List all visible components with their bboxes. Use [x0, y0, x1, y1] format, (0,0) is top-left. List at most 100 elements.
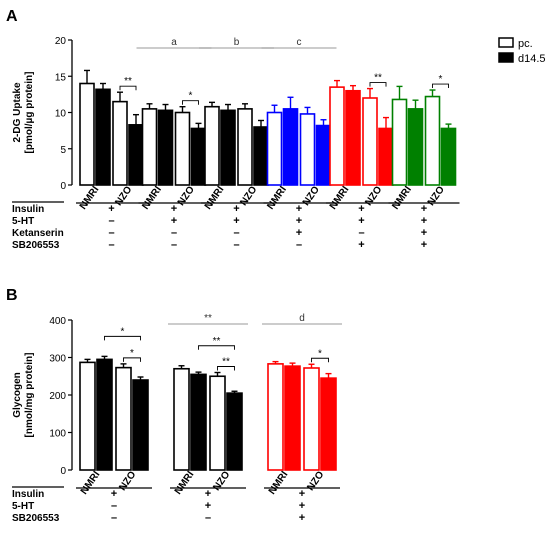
category-label: NZO [176, 184, 197, 208]
bar-d14 [95, 88, 111, 186]
y-tick-label: 10 [55, 109, 67, 120]
treatment-value: + [421, 239, 427, 251]
sig-label: ** [213, 336, 221, 347]
legend: pc. d14.5 [498, 37, 546, 65]
treatment-value: – [108, 227, 114, 239]
sig-bracket-cross [198, 345, 235, 350]
bar-d14 [378, 127, 394, 186]
sig-label: * [121, 326, 125, 337]
y-tick-label: 5 [60, 145, 66, 156]
treatment-value: – [108, 215, 114, 227]
sig-label: * [318, 348, 322, 359]
category-label: NMRI [390, 184, 414, 211]
category-label: NMRI [267, 469, 291, 496]
bar-d14 [253, 126, 269, 186]
treatment-value: + [299, 512, 305, 524]
bar-d14 [96, 358, 113, 471]
category-label: NZO [211, 469, 232, 493]
bar-d14 [157, 109, 174, 186]
category-label: NMRI [79, 469, 103, 496]
bar-d14 [320, 377, 337, 471]
treatment-value: + [299, 500, 305, 512]
bar-pc [391, 98, 408, 186]
category-label: NZO [301, 184, 322, 208]
bar-d14 [407, 108, 424, 186]
bar-pc [362, 97, 378, 186]
group-letter: d [299, 313, 305, 324]
category-label: NZO [113, 184, 134, 208]
panel-a-label: A [6, 8, 18, 25]
treatment-value: + [421, 227, 427, 239]
bar-d14 [315, 124, 332, 186]
treatment-value: – [296, 239, 302, 251]
sig-bracket [182, 100, 199, 105]
treatment-value: + [233, 215, 239, 227]
category-label: NZO [117, 469, 138, 493]
treatment-value: – [111, 512, 117, 524]
bar-d14 [220, 109, 236, 186]
treatment-value: – [233, 227, 239, 239]
treatment-label: Insulin [12, 204, 44, 215]
group-letter: c [297, 37, 302, 48]
treatment-value: + [299, 488, 305, 500]
category-label: NMRI [78, 184, 102, 211]
panel-b-label: B [6, 287, 18, 304]
sig-label: * [130, 348, 134, 359]
bar-pc [209, 375, 226, 471]
treatment-value: + [358, 215, 364, 227]
treatment-value: + [358, 239, 364, 251]
bar-d14 [190, 373, 207, 471]
bar-pc [173, 367, 190, 471]
category-label: NZO [305, 469, 326, 493]
y-tick-label: 100 [49, 429, 66, 440]
treatment-value: + [111, 488, 117, 500]
y-axis-label: 2-DG Uptake[pmol/µg protein] [12, 72, 35, 154]
category-label: NZO [363, 184, 384, 208]
legend-pc-label: pc. [518, 38, 533, 50]
legend-d14-swatch [498, 52, 514, 63]
y-axis-label-line: Glycogen [12, 372, 23, 418]
bar-pc [115, 366, 132, 471]
y-tick-label: 15 [55, 72, 67, 83]
treatment-value: + [205, 500, 211, 512]
y-axis-label-line: [pmol/µg protein] [24, 72, 35, 154]
y-tick-label: 0 [60, 466, 66, 477]
bar-d14 [132, 379, 149, 471]
treatment-value: – [171, 227, 177, 239]
treatment-label: 5-HT [12, 216, 34, 227]
y-tick-label: 200 [49, 391, 66, 402]
treatment-value: – [205, 512, 211, 524]
bar-pc [424, 95, 441, 186]
sig-label: ** [374, 73, 382, 84]
sig-bracket [217, 366, 235, 371]
sig-bracket [369, 82, 387, 87]
sig-label: ** [124, 76, 132, 87]
panel-a-chart: 0 5 10 15 20 2-DG Uptake[pmol/µg protein] NMRI… [12, 36, 460, 251]
sig-bracket [123, 357, 141, 362]
treatment-label: SB206553 [12, 240, 60, 251]
treatment-label: Insulin [12, 489, 44, 500]
bar-pc [267, 363, 284, 471]
treatment-value: + [296, 215, 302, 227]
bar-d14 [284, 365, 301, 471]
sig-bracket [432, 83, 449, 89]
y-tick-label: 0 [60, 181, 66, 192]
y-tick-label: 20 [55, 36, 67, 47]
category-label: NZO [238, 184, 259, 208]
sig-label: ** [222, 357, 230, 368]
sig-bracket [311, 357, 329, 363]
bar-pc [266, 111, 283, 186]
treatment-value: + [358, 203, 364, 215]
treatment-value: – [108, 239, 114, 251]
bar-pc [237, 108, 253, 186]
category-label: NMRI [328, 184, 352, 211]
sig-bracket-cross [104, 335, 141, 341]
treatment-value: + [171, 215, 177, 227]
bar-d14 [345, 89, 361, 186]
treatment-label: SB206553 [12, 513, 60, 524]
bar-pc [299, 113, 316, 186]
legend-pc-swatch [498, 37, 514, 48]
category-label: NMRI [203, 184, 227, 211]
treatment-value: + [205, 488, 211, 500]
